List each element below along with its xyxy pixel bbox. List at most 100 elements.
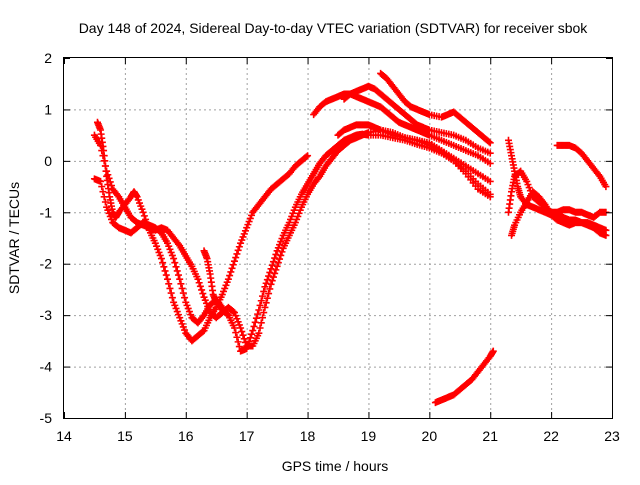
data-point <box>224 275 232 283</box>
data-point <box>254 310 262 318</box>
data-point <box>271 254 279 262</box>
data-point <box>265 272 273 280</box>
data-point <box>199 328 207 336</box>
series-track-f <box>340 82 494 157</box>
x-tick-label: 21 <box>482 428 498 444</box>
data-point <box>230 257 238 265</box>
data-point <box>276 255 284 263</box>
data-point <box>228 264 236 272</box>
data-point <box>161 267 169 275</box>
data-point <box>97 177 105 185</box>
series-track-m <box>553 141 610 191</box>
data-point <box>233 250 241 258</box>
series-track-d <box>200 247 232 319</box>
data-point <box>265 290 273 298</box>
data-point <box>195 279 203 287</box>
data-point <box>230 324 238 332</box>
data-point <box>486 149 494 157</box>
axis-ticks: 14 15 16 17 18 19 20 21 22 23 -5 -4 -3 -2 -1 0 1 2 <box>40 50 620 444</box>
data-point <box>486 177 494 185</box>
data-point <box>262 299 270 307</box>
data-point <box>246 334 254 342</box>
data-point <box>489 347 497 355</box>
data-point <box>238 328 246 336</box>
x-tick-label: 18 <box>300 428 316 444</box>
data-point <box>240 335 248 343</box>
data-point <box>105 174 113 182</box>
data-point <box>101 198 109 206</box>
y-tick-label: 2 <box>44 50 52 66</box>
series-track-l <box>508 188 610 239</box>
data-point <box>602 231 610 239</box>
data-point <box>251 318 259 326</box>
data-point <box>139 208 147 216</box>
data-point <box>258 314 266 322</box>
data-point <box>269 273 277 281</box>
x-tick-label: 16 <box>178 428 194 444</box>
data-point <box>239 331 247 339</box>
data-point <box>99 188 107 196</box>
x-tick-label: 15 <box>117 428 133 444</box>
data-point <box>232 329 240 337</box>
data-point <box>97 141 105 149</box>
data-point <box>103 167 111 175</box>
series-track-h <box>334 121 494 185</box>
data-points <box>90 69 610 407</box>
data-point <box>266 268 274 276</box>
data-point <box>98 147 106 155</box>
y-tick-label: 1 <box>44 101 52 117</box>
gridlines <box>64 58 612 418</box>
data-point <box>267 280 275 288</box>
data-point <box>271 269 279 277</box>
data-point <box>255 306 263 314</box>
data-point <box>181 294 189 302</box>
data-point <box>602 183 610 191</box>
data-point <box>235 243 243 251</box>
data-point <box>165 280 173 288</box>
data-point <box>176 275 184 283</box>
data-point <box>100 157 108 165</box>
data-point <box>167 289 175 297</box>
data-point <box>272 250 280 258</box>
data-point <box>173 267 181 275</box>
data-point <box>486 139 494 147</box>
data-point <box>157 255 165 263</box>
data-point <box>486 159 494 167</box>
data-point <box>256 301 264 309</box>
data-point <box>257 319 265 327</box>
data-point <box>226 272 234 280</box>
data-point <box>162 271 170 279</box>
y-tick-label: -3 <box>40 307 53 323</box>
data-point <box>159 259 167 267</box>
data-point <box>257 297 265 305</box>
data-point <box>256 324 264 332</box>
data-point <box>486 193 494 201</box>
y-axis-label: SDTVAR / TECUs <box>6 182 22 294</box>
data-point <box>229 261 237 269</box>
data-point <box>250 322 258 330</box>
data-point <box>168 294 176 302</box>
data-point <box>263 294 271 302</box>
data-point <box>170 255 178 263</box>
data-point <box>255 329 263 337</box>
data-point <box>227 268 235 276</box>
plot-frame <box>63 57 613 419</box>
y-tick-label: 0 <box>44 153 52 169</box>
data-point <box>98 183 106 191</box>
y-tick-label: -2 <box>40 256 53 272</box>
data-point <box>249 327 257 335</box>
series-track-i <box>431 347 497 407</box>
data-point <box>174 271 182 279</box>
data-point <box>273 262 281 270</box>
data-point <box>302 153 310 161</box>
data-point <box>164 275 172 283</box>
data-point <box>268 261 276 269</box>
data-point <box>104 171 112 179</box>
data-point <box>171 259 179 267</box>
data-point <box>237 324 245 332</box>
data-point <box>178 284 186 292</box>
data-point <box>277 251 285 259</box>
x-tick-label: 19 <box>361 428 377 444</box>
data-point <box>198 286 206 294</box>
